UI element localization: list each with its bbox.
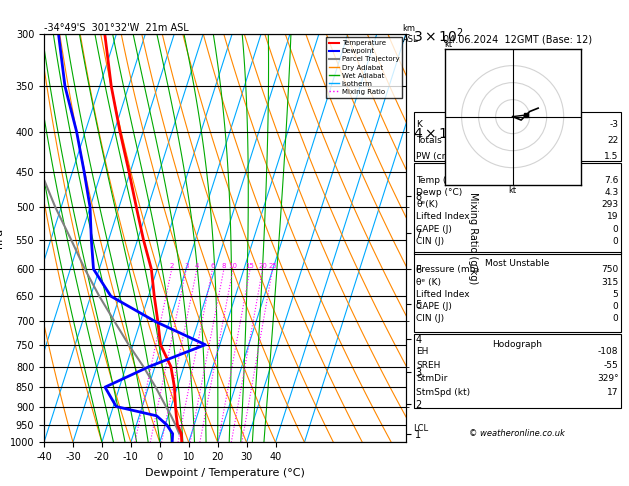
Text: Surface: Surface bbox=[500, 169, 535, 178]
Text: K: K bbox=[416, 120, 422, 129]
Text: 1.5: 1.5 bbox=[604, 153, 618, 161]
Legend: Temperature, Dewpoint, Parcel Trajectory, Dry Adiabat, Wet Adiabat, Isotherm, Mi: Temperature, Dewpoint, Parcel Trajectory… bbox=[326, 37, 402, 98]
Text: Lifted Index: Lifted Index bbox=[416, 290, 470, 299]
Text: 293: 293 bbox=[601, 200, 618, 209]
Text: Lifted Index: Lifted Index bbox=[416, 212, 470, 222]
Text: 10: 10 bbox=[228, 263, 238, 269]
Y-axis label: Mixing Ratio (g/kg): Mixing Ratio (g/kg) bbox=[468, 192, 478, 284]
Text: kt: kt bbox=[445, 39, 453, 49]
Text: θᵉ (K): θᵉ (K) bbox=[416, 278, 441, 287]
Text: km
ASL: km ASL bbox=[403, 24, 418, 44]
Text: 4: 4 bbox=[195, 263, 199, 269]
Text: 7.6: 7.6 bbox=[604, 175, 618, 185]
Text: 0: 0 bbox=[613, 302, 618, 311]
Text: CIN (J): CIN (J) bbox=[416, 237, 444, 246]
Text: 4.3: 4.3 bbox=[604, 188, 618, 197]
Text: 8: 8 bbox=[221, 263, 226, 269]
Text: StmSpd (kt): StmSpd (kt) bbox=[416, 388, 470, 397]
Text: EH: EH bbox=[416, 347, 428, 356]
Text: StmDir: StmDir bbox=[416, 374, 448, 383]
Text: 04.06.2024  12GMT (Base: 12): 04.06.2024 12GMT (Base: 12) bbox=[443, 34, 592, 44]
Text: 0: 0 bbox=[613, 225, 618, 234]
Text: 0: 0 bbox=[613, 314, 618, 324]
Text: 2: 2 bbox=[170, 263, 174, 269]
Text: -108: -108 bbox=[598, 347, 618, 356]
Text: 315: 315 bbox=[601, 278, 618, 287]
Text: 750: 750 bbox=[601, 265, 618, 275]
Text: SREH: SREH bbox=[416, 361, 440, 370]
Text: 15: 15 bbox=[246, 263, 255, 269]
Text: -34°49'S  301°32'W  21m ASL: -34°49'S 301°32'W 21m ASL bbox=[44, 23, 189, 33]
Text: CIN (J): CIN (J) bbox=[416, 314, 444, 324]
Text: 6: 6 bbox=[210, 263, 214, 269]
Text: Dewp (°C): Dewp (°C) bbox=[416, 188, 462, 197]
Text: 20: 20 bbox=[258, 263, 267, 269]
Text: θᵉ(K): θᵉ(K) bbox=[416, 200, 438, 209]
Text: -55: -55 bbox=[604, 361, 618, 370]
Y-axis label: hPa: hPa bbox=[0, 228, 4, 248]
Text: 3: 3 bbox=[184, 263, 189, 269]
Text: 5: 5 bbox=[613, 290, 618, 299]
Text: PW (cm): PW (cm) bbox=[416, 153, 454, 161]
Text: CAPE (J): CAPE (J) bbox=[416, 225, 452, 234]
Text: 0: 0 bbox=[613, 237, 618, 246]
X-axis label: Dewpoint / Temperature (°C): Dewpoint / Temperature (°C) bbox=[145, 468, 305, 478]
Text: 19: 19 bbox=[607, 212, 618, 222]
Text: LCL: LCL bbox=[413, 424, 428, 433]
Text: © weatheronline.co.uk: © weatheronline.co.uk bbox=[469, 429, 565, 438]
Text: 329°: 329° bbox=[597, 374, 618, 383]
Text: 17: 17 bbox=[607, 388, 618, 397]
Text: -3: -3 bbox=[610, 120, 618, 129]
Text: Pressure (mb): Pressure (mb) bbox=[416, 265, 479, 275]
Text: Temp (°C): Temp (°C) bbox=[416, 175, 461, 185]
Text: Hodograph: Hodograph bbox=[493, 340, 542, 349]
Text: CAPE (J): CAPE (J) bbox=[416, 302, 452, 311]
Text: Totals Totals: Totals Totals bbox=[416, 136, 470, 145]
Text: 25: 25 bbox=[268, 263, 277, 269]
X-axis label: kt: kt bbox=[509, 186, 516, 195]
Text: 22: 22 bbox=[607, 136, 618, 145]
Text: Most Unstable: Most Unstable bbox=[485, 259, 550, 268]
